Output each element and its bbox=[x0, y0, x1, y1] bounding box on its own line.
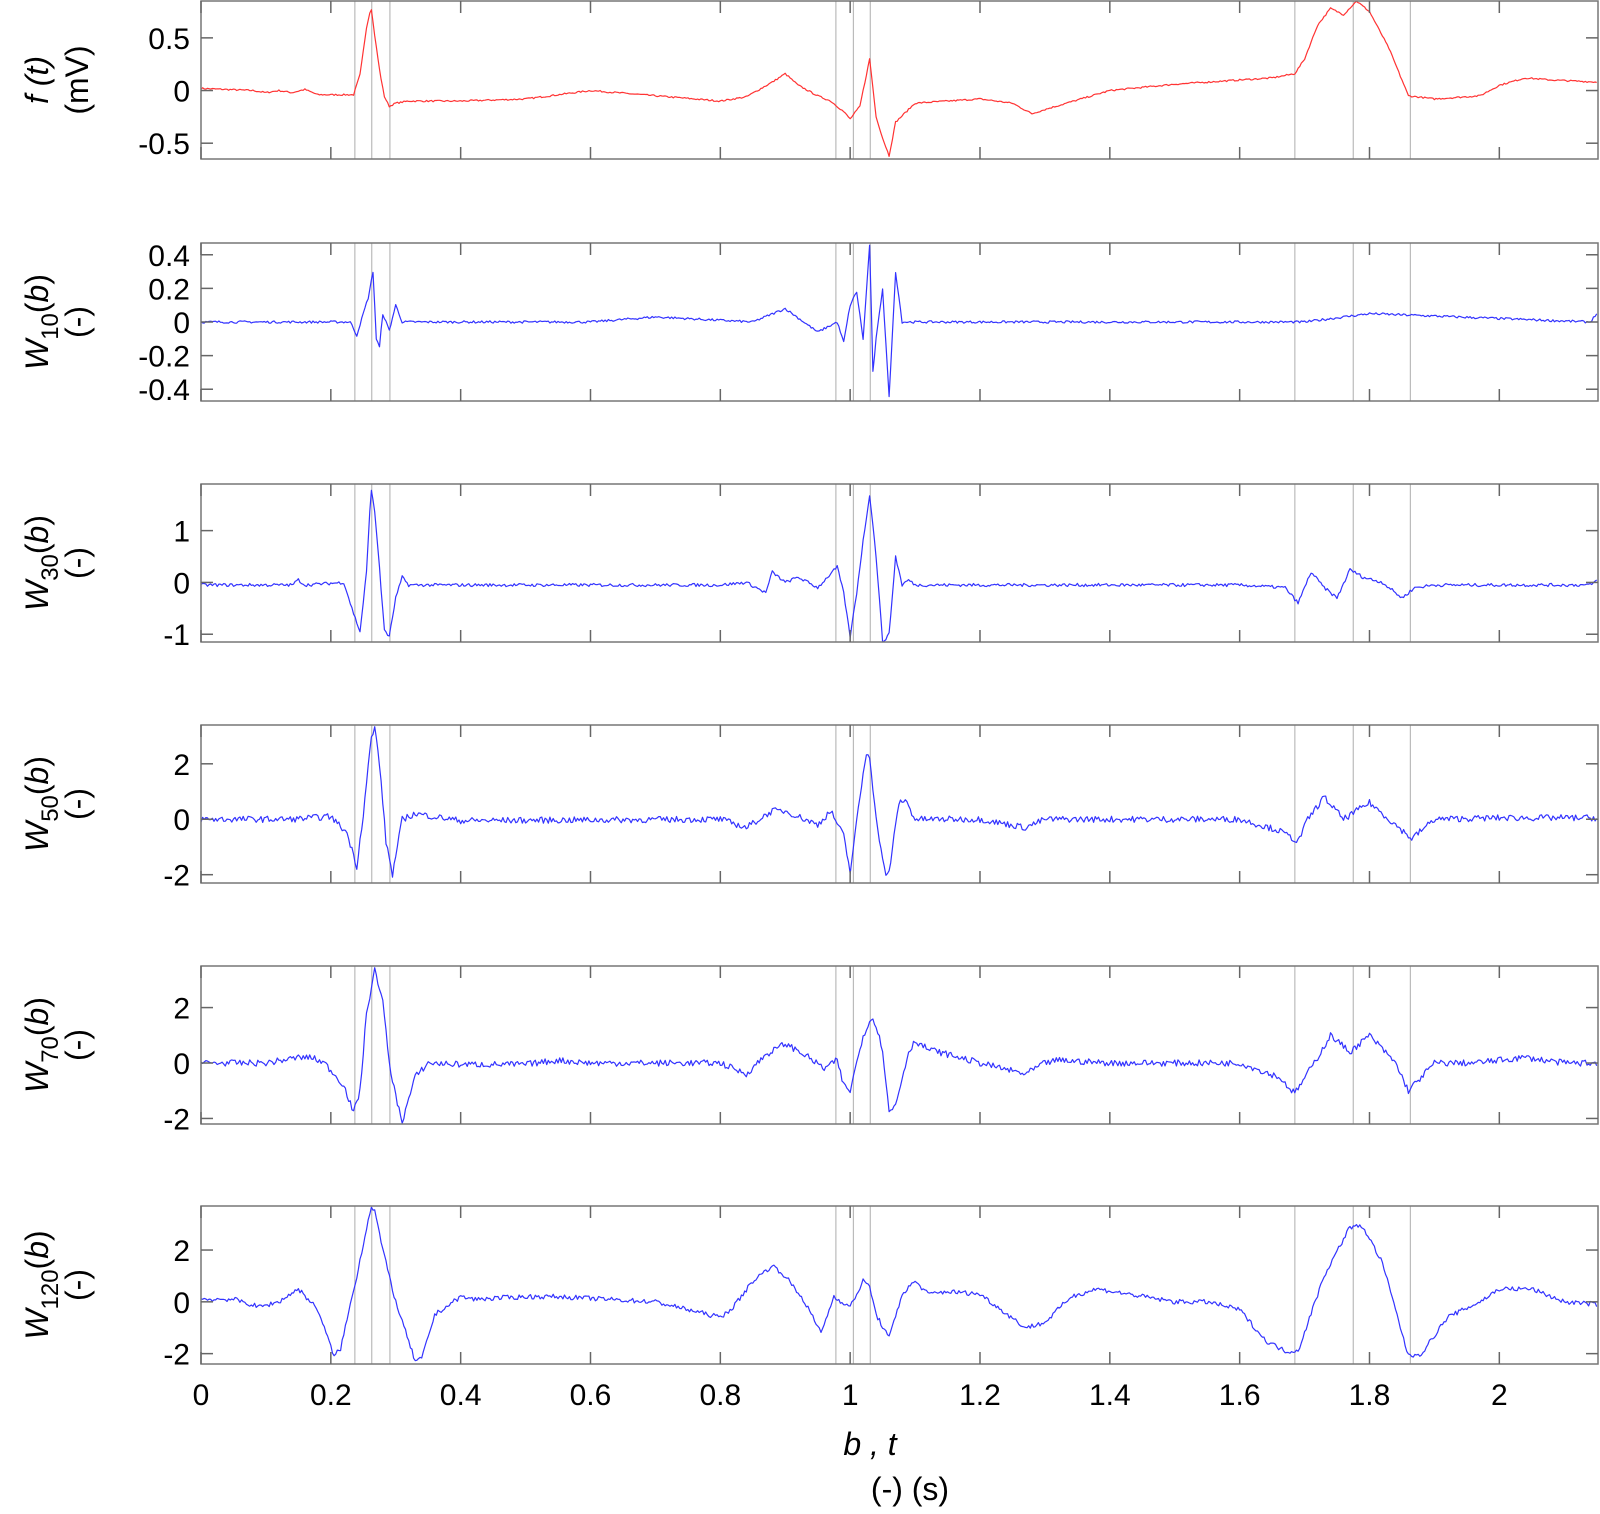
y-axis-label: W30(b)(-) bbox=[19, 515, 95, 611]
y-tick-label: 0 bbox=[173, 1287, 190, 1320]
x-tick-label: 1.6 bbox=[1219, 1379, 1261, 1412]
signal-trace bbox=[200, 489, 1598, 643]
axes-frame bbox=[200, 242, 1599, 402]
signal-trace bbox=[200, 726, 1598, 878]
axes-frame bbox=[200, 0, 1599, 160]
x-tick-label: 0.4 bbox=[440, 1379, 482, 1412]
subplot-6: -2 0 2 W120(b)(-) bbox=[19, 1205, 1599, 1372]
y-tick-label: 0.5 bbox=[148, 23, 190, 56]
y-tick-label: 0 bbox=[173, 1048, 190, 1081]
x-tick-label: 1.2 bbox=[959, 1379, 1001, 1412]
y-axis-label-name: W10(b) bbox=[19, 274, 64, 370]
subplot-1: -0.5 0 0.5 f (t) (mV) bbox=[19, 0, 1599, 161]
signal-trace bbox=[200, 1206, 1598, 1362]
y-tick-label: 0.2 bbox=[148, 273, 190, 306]
axes-frame bbox=[200, 483, 1599, 643]
y-tick-label: 0 bbox=[173, 307, 190, 340]
y-tick-label: 2 bbox=[173, 749, 190, 782]
y-tick-label: -0.4 bbox=[138, 374, 190, 407]
x-tick-label: 1.8 bbox=[1349, 1379, 1391, 1412]
x-tick-label: 0.6 bbox=[570, 1379, 612, 1412]
x-axis-units: (-) (s) bbox=[871, 1471, 949, 1507]
axes-frame bbox=[200, 724, 1599, 884]
y-axis-label-units: (-) bbox=[59, 1269, 95, 1301]
y-axis-label-units: (-) bbox=[59, 306, 95, 338]
y-tick-label: -2 bbox=[163, 860, 190, 893]
subplot-5: -2 0 2 W70(b)(-) bbox=[19, 965, 1599, 1136]
signal-trace bbox=[200, 967, 1598, 1124]
y-tick-label: 0 bbox=[173, 804, 190, 837]
subplot-4: -2 0 2 W50(b)(-) bbox=[19, 724, 1599, 893]
x-tick-label: 0.8 bbox=[699, 1379, 741, 1412]
y-axis-label: W120(b)(-) bbox=[19, 1230, 95, 1339]
x-axis-label: b , t bbox=[843, 1426, 897, 1462]
y-axis-label-units: (-) bbox=[59, 1029, 95, 1061]
signal-trace bbox=[200, 244, 1598, 398]
subplot-stack: -0.500.5f (t) (mV)-0.4-0.200.20.4W10(b)(-… bbox=[19, 0, 1599, 1372]
y-tick-label: 2 bbox=[173, 1235, 190, 1268]
y-tick-label: -1 bbox=[163, 619, 190, 652]
x-tick-label: 2 bbox=[1491, 1379, 1508, 1412]
signal-trace bbox=[200, 0, 1597, 157]
y-tick-label: -2 bbox=[163, 1339, 190, 1372]
x-tick-label: 0.2 bbox=[310, 1379, 352, 1412]
y-axis-label-units: (-) bbox=[59, 547, 95, 579]
y-tick-label: 1 bbox=[173, 516, 190, 549]
y-tick-label: 0.4 bbox=[148, 240, 190, 273]
subplot-3: -1 0 1 W30(b)(-) bbox=[19, 483, 1599, 652]
x-axis-tick-labels: 0 0.2 0.4 0.6 0.8 1 1.2 1.4 1.6 1.8 2 bbox=[193, 1379, 1508, 1412]
x-tick-label: 1 bbox=[842, 1379, 859, 1412]
y-tick-label: -2 bbox=[163, 1103, 190, 1136]
y-axis-label-name: W50(b) bbox=[19, 756, 64, 852]
x-tick-label: 0 bbox=[193, 1379, 210, 1412]
y-axis-label: W50(b)(-) bbox=[19, 756, 95, 852]
y-tick-label: 0 bbox=[173, 567, 190, 600]
y-tick-label: 2 bbox=[173, 993, 190, 1026]
y-axis-label-name: W70(b) bbox=[19, 997, 64, 1093]
y-axis-label-name: W30(b) bbox=[19, 515, 64, 611]
x-tick-label: 1.4 bbox=[1089, 1379, 1131, 1412]
y-axis-label-name: W120(b) bbox=[19, 1230, 64, 1339]
y-axis-label-name: f (t) bbox=[19, 56, 55, 104]
y-axis-label: f (t) (mV) bbox=[19, 45, 95, 114]
y-axis-label-units: (-) bbox=[59, 788, 95, 820]
axes-frame bbox=[200, 1205, 1599, 1365]
y-tick-label: -0.5 bbox=[138, 128, 190, 161]
y-tick-label: 0 bbox=[173, 76, 190, 109]
y-tick-label: -0.2 bbox=[138, 341, 190, 374]
axes-frame bbox=[200, 965, 1599, 1125]
y-axis-label: W70(b)(-) bbox=[19, 997, 95, 1093]
y-axis-label-units: (mV) bbox=[59, 45, 95, 114]
y-axis-label: W10(b)(-) bbox=[19, 274, 95, 370]
subplot-2: -0.4-0.200.20.4 W10(b)(-) bbox=[19, 240, 1599, 407]
